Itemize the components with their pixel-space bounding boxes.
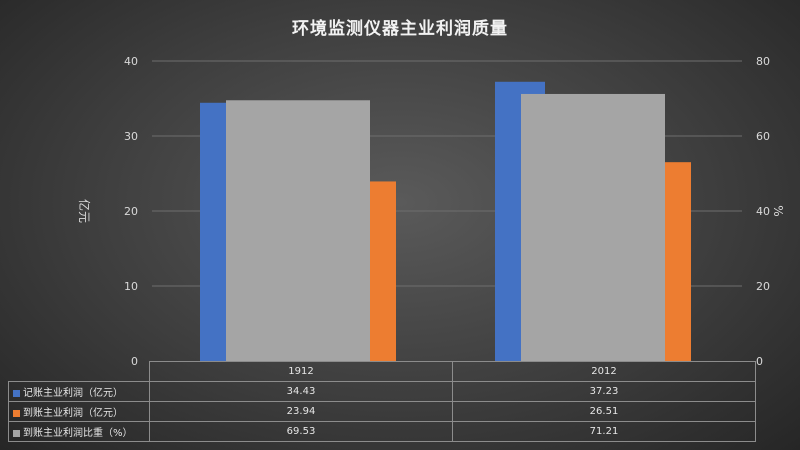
legend-swatch [13,409,20,417]
category-label: 1912 [149,361,453,382]
table-row: 到账主业利润（亿元） 23.94 26.51 [8,401,756,422]
y-tick-label-left: 30 [124,130,138,143]
bar-received-ratio [521,93,665,362]
category-label: 2012 [452,361,756,382]
data-label: 34.43 [149,381,453,402]
bar-received-profit [665,162,691,361]
legend-swatch [13,429,20,437]
bars [200,81,691,362]
y-tick-label-left: 10 [124,280,138,293]
chart-title: 环境监测仪器主业利润质量 [292,19,508,39]
y-tick-label-left: 20 [124,205,138,218]
legend-swatch [13,389,20,397]
data-label: 69.53 [149,421,453,442]
legend-entry: 到账主业利润（亿元） [8,401,150,422]
bar-received-ratio [226,100,370,361]
legend-entry: 记账主业利润（亿元） [8,381,150,402]
table-header-row: 1912 2012 [8,361,756,382]
series-name: 到账主业利润比重（%） [23,428,133,439]
data-label: 26.51 [452,401,756,422]
y-tick-label-right: 60 [756,130,770,143]
table-row: 到账主业利润比重（%） 69.53 71.21 [8,421,756,442]
data-label: 23.94 [149,401,453,422]
data-label: 71.21 [452,421,756,442]
bar-received-profit [370,181,396,361]
table-row: 记账主业利润（亿元） 34.43 37.23 [8,381,756,402]
y-tick-label-right: 80 [756,55,770,68]
series-name: 记账主业利润（亿元） [23,388,123,399]
data-label: 37.23 [452,381,756,402]
y-tick-label-right: 0 [756,355,763,368]
y-tick-label-left: 40 [124,55,138,68]
y-tick-label-right: 40 [756,205,770,218]
series-name: 到账主业利润（亿元） [23,408,123,419]
legend-entry: 到账主业利润比重（%） [8,421,150,442]
table-corner [8,361,150,382]
y-axis-label-right: % [771,205,785,216]
data-table: 1912 2012 记账主业利润（亿元） 34.43 37.23 到账主业利润（… [8,361,756,442]
y-tick-label-right: 20 [756,280,770,293]
y-axis-label-left: 亿元 [77,199,92,223]
